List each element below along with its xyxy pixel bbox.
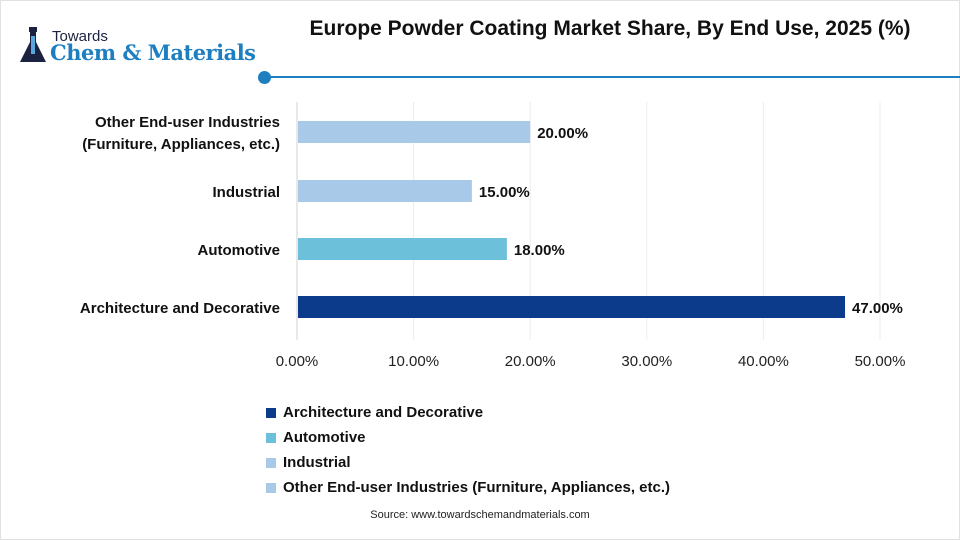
data-label: 47.00% (852, 300, 903, 317)
x-tick-label: 0.00% (276, 353, 319, 370)
x-tick-label: 50.00% (855, 353, 906, 370)
legend-label: Architecture and Decorative (283, 404, 484, 421)
legend-item: Architecture and Decorative (266, 400, 670, 425)
divider (265, 76, 960, 78)
chart-title: Europe Powder Coating Market Share, By E… (309, 17, 911, 40)
category-label: Industrial (212, 184, 280, 201)
legend-swatch (266, 432, 276, 443)
legend-swatch (266, 407, 276, 418)
divider-dot (258, 71, 271, 84)
category-label: (Furniture, Appliances, etc.) (82, 136, 280, 153)
legend-item: Automotive (266, 425, 670, 450)
source: Source: www.towardschemandmaterials.com (370, 509, 590, 521)
legend-item: Industrial (266, 450, 670, 475)
category-label: Other End-user Industries (95, 114, 280, 131)
data-label: 20.00% (537, 125, 588, 142)
logo-line1: Towards (52, 28, 108, 45)
legend-label: Automotive (283, 429, 366, 446)
x-tick-label: 40.00% (738, 353, 789, 370)
bar (298, 296, 846, 318)
x-tick-label: 10.00% (388, 353, 439, 370)
logo: Towards Chem & Materials (18, 26, 258, 66)
flask-icon (20, 27, 46, 62)
bar-chart: 0.00% 10.00% 20.00% 30.00% 40.00% 50.00% 47.00… (80, 102, 906, 370)
category-label: Automotive (198, 242, 281, 259)
x-tick-label: 20.00% (505, 353, 556, 370)
x-tick-label: 30.00% (621, 353, 672, 370)
bar (298, 121, 531, 143)
data-label: 15.00% (479, 184, 530, 201)
category-label: Architecture and Decorative (80, 300, 280, 317)
legend-swatch (266, 482, 276, 493)
legend-label: Other End-user Industries (Furniture, Ap… (283, 479, 671, 496)
legend: Architecture and Decorative Automotive Ind… (266, 400, 670, 500)
data-label: 18.00% (514, 242, 565, 259)
legend-label: Industrial (283, 454, 351, 471)
legend-swatch (266, 457, 276, 468)
bar (298, 180, 472, 202)
bar (298, 238, 507, 260)
legend-item: Other End-user Industries (Furniture, Ap… (266, 475, 670, 500)
logo-line2: Chem & Materials (50, 40, 256, 65)
